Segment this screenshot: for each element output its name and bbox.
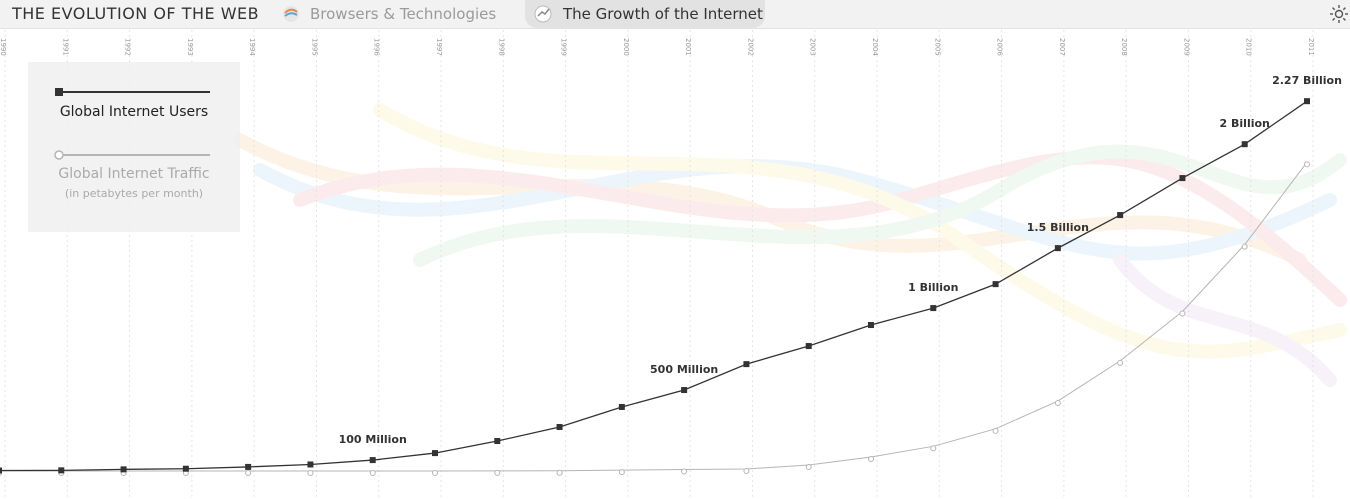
data-point <box>681 387 688 394</box>
legend-marker <box>54 150 64 160</box>
series-line <box>0 100 1308 472</box>
annotation: 500 Million <box>650 363 718 376</box>
data-point <box>992 281 999 288</box>
data-point <box>1304 98 1310 105</box>
x-tick-label: 2004 <box>871 38 879 56</box>
data-point <box>0 467 2 474</box>
background-decoration <box>233 103 1347 387</box>
data-point <box>868 322 874 329</box>
legend-label[interactable]: Global Internet Users <box>59 104 209 120</box>
annotation: 2 Billion <box>1220 117 1270 130</box>
x-tick-label: 1991 <box>61 38 69 56</box>
grid: 1990 1991 1992 1993 1994 1995 1996 1997 1998 1999… <box>0 30 1315 499</box>
data-point <box>369 457 376 464</box>
data-point <box>182 465 189 472</box>
data-point <box>58 467 65 474</box>
x-tick-label: 1998 <box>497 38 505 56</box>
annotation: 1 Billion <box>908 281 958 294</box>
data-point <box>369 469 376 476</box>
data-point <box>1179 175 1186 182</box>
legend: Global Internet Users Global Internet Tr… <box>28 62 240 232</box>
x-tick-label: 2007 <box>1058 38 1066 56</box>
plot: 100 Million 500 Million 1 Billion 1.5 Billi… <box>0 74 1342 476</box>
data-point <box>681 468 688 475</box>
data-point <box>432 450 438 457</box>
data-point <box>432 469 438 476</box>
data-point <box>618 469 625 476</box>
x-tick-label: 2011 <box>1307 38 1315 56</box>
data-point <box>1054 400 1061 407</box>
annotation: 100 Million <box>339 433 407 446</box>
data-point <box>618 403 625 410</box>
data-point <box>120 466 127 473</box>
x-tick-label: 2001 <box>684 38 692 56</box>
data-point <box>930 445 937 452</box>
data-point <box>1179 310 1186 317</box>
tab-active[interactable]: The Growth of the Internet <box>525 0 765 28</box>
data-point <box>868 456 874 463</box>
x-tick-label: 2009 <box>1182 38 1190 56</box>
data-point <box>1241 141 1248 148</box>
data-point <box>245 470 252 476</box>
data-point <box>930 305 937 312</box>
legend-marker <box>55 88 63 96</box>
x-tick-label: 1999 <box>560 38 568 56</box>
data-point <box>992 427 999 434</box>
x-tick-label: 2002 <box>746 38 754 56</box>
legend-keys <box>54 88 210 160</box>
x-tick-label: 1997 <box>435 38 443 56</box>
x-tick-label: 2008 <box>1120 38 1128 56</box>
tab-label: The Growth of the Internet <box>563 5 763 23</box>
data-point <box>743 467 750 474</box>
data-point <box>307 470 314 476</box>
site-title: THE EVOLUTION OF THE WEB <box>12 4 260 23</box>
x-tick-label: 1993 <box>186 38 194 56</box>
data-point <box>805 343 812 350</box>
tab-label: Browsers & Technologies <box>310 5 497 23</box>
x-tick-label: 1994 <box>248 38 256 56</box>
x-tick-label: 2000 <box>622 38 630 56</box>
x-tick-label: 2003 <box>809 38 817 56</box>
data-point <box>1117 359 1124 366</box>
tab[interactable]: Browsers & Technologies <box>276 0 496 28</box>
data-point <box>245 463 252 470</box>
data-point <box>556 469 563 476</box>
data-point <box>556 424 563 431</box>
data-point <box>805 464 812 471</box>
tab-icon <box>283 6 299 22</box>
legend-sublabel: (in petabytes per month) <box>64 187 204 200</box>
x-tick-label: 1990 <box>0 38 7 56</box>
settings-icon[interactable] <box>1330 5 1348 23</box>
data-point <box>494 469 501 476</box>
x-tick-label: 1995 <box>310 38 318 56</box>
data-point <box>1241 243 1248 250</box>
annotation: 1.5 Billion <box>1027 221 1089 234</box>
x-tick-label: 1992 <box>124 38 132 56</box>
data-point <box>307 461 314 468</box>
data-point <box>1117 212 1124 219</box>
legend-label[interactable]: Global Internet Traffic <box>58 166 210 182</box>
data-point <box>494 438 501 445</box>
series-line <box>0 162 1308 472</box>
nav-bar: THE EVOLUTION OF THE WEB Browsers & Tech… <box>0 0 1350 29</box>
x-tick-label: 2010 <box>1245 38 1253 56</box>
x-tick-label: 1996 <box>373 38 381 56</box>
tab-icon <box>534 5 552 23</box>
x-tick-label: 2006 <box>996 38 1004 56</box>
data-point <box>1054 245 1061 252</box>
data-point <box>1304 161 1310 168</box>
data-point <box>743 361 750 368</box>
x-tick-label: 2005 <box>933 38 941 56</box>
annotation: 2.27 Billion <box>1272 74 1342 87</box>
